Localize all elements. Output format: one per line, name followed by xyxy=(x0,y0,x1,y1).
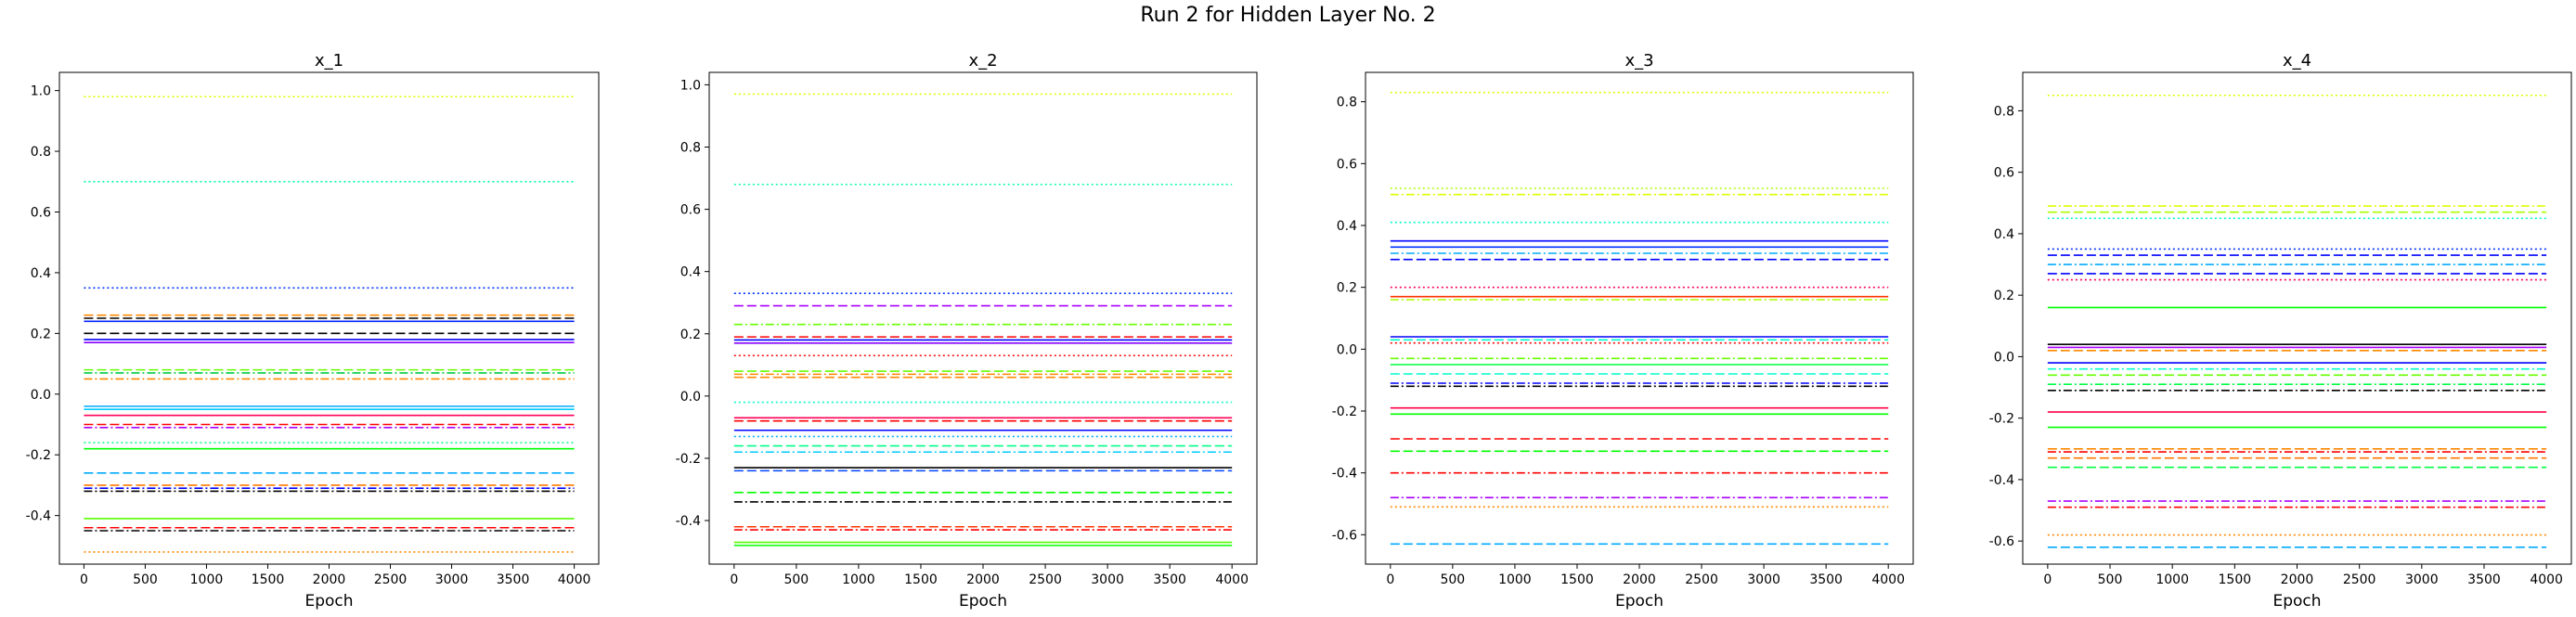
chart-1-xtick-label-2500: 2500 xyxy=(374,572,408,587)
chart-2-ytick-label-0: 0.0 xyxy=(680,390,701,405)
chart-3-ytick-label--0.6: -0.6 xyxy=(1332,528,1357,543)
chart-3-xtick-label-4000: 4000 xyxy=(1871,572,1905,587)
chart-3-ytick-label-0.8: 0.8 xyxy=(1337,96,1357,110)
chart-4-ytick-label-0.8: 0.8 xyxy=(1994,104,2014,119)
chart-1-title: x_1 xyxy=(315,51,343,71)
chart-2-ytick-label--0.2: -0.2 xyxy=(676,452,701,467)
chart-3-xtick-label-500: 500 xyxy=(1440,572,1465,587)
chart-4-ytick-label-0.4: 0.4 xyxy=(1994,227,2014,242)
chart-1-ytick-label-0.6: 0.6 xyxy=(31,205,51,220)
chart-2-ytick-label-0.6: 0.6 xyxy=(680,203,701,218)
chart-3-ytick-label-0.4: 0.4 xyxy=(1337,219,1357,234)
chart-4-ytick-label--0.4: -0.4 xyxy=(1989,473,2014,488)
chart-2-ytick-label-1: 1.0 xyxy=(680,78,701,93)
chart-3-ytick-label--0.4: -0.4 xyxy=(1332,467,1357,482)
chart-1-xtick-label-1500: 1500 xyxy=(252,572,285,587)
chart-3-xtick-label-2500: 2500 xyxy=(1685,572,1718,587)
chart-4-ytick-label--0.6: -0.6 xyxy=(1989,534,2014,549)
chart-4-xtick-label-3500: 3500 xyxy=(2467,572,2501,587)
chart-4-xtick-label-1000: 1000 xyxy=(2155,572,2189,587)
chart-1-xtick-label-2000: 2000 xyxy=(313,572,346,587)
chart-2-xtick-label-1500: 1500 xyxy=(904,572,938,587)
chart-4-xtick-label-500: 500 xyxy=(2098,572,2123,587)
chart-3-xtick-label-0: 0 xyxy=(1386,572,1394,587)
chart-4-xtick-label-2000: 2000 xyxy=(2281,572,2314,587)
chart-1-ytick-label--0.4: -0.4 xyxy=(26,509,51,524)
chart-1-xtick-label-0: 0 xyxy=(80,572,88,587)
chart-1-xtick-label-3000: 3000 xyxy=(435,572,469,587)
chart-4-ytick-label-0.2: 0.2 xyxy=(1994,289,2014,303)
chart-2-xtick-label-2500: 2500 xyxy=(1029,572,1062,587)
chart-4-title: x_4 xyxy=(2283,51,2311,71)
chart-1-xtick-label-1000: 1000 xyxy=(190,572,224,587)
chart-4-xtick-label-2500: 2500 xyxy=(2343,572,2376,587)
chart-2-xtick-label-3000: 3000 xyxy=(1091,572,1124,587)
chart-1-xtick-label-500: 500 xyxy=(133,572,158,587)
chart-3-xtick-label-2000: 2000 xyxy=(1623,572,1656,587)
chart-4-xtick-label-1500: 1500 xyxy=(2219,572,2252,587)
chart-2-ytick-label-0.4: 0.4 xyxy=(680,265,701,280)
chart-1-ytick-label--0.2: -0.2 xyxy=(26,448,51,463)
chart-1-xlabel: Epoch xyxy=(304,592,353,611)
chart-3-ytick-label--0.2: -0.2 xyxy=(1332,405,1357,419)
chart-3-xtick-label-1000: 1000 xyxy=(1498,572,1532,587)
figure-title: Run 2 for Hidden Layer No. 2 xyxy=(1140,4,1436,27)
chart-2-plot-frame xyxy=(708,71,1258,565)
chart-4-xtick-label-4000: 4000 xyxy=(2530,572,2563,587)
chart-3-ytick-label-0.6: 0.6 xyxy=(1337,157,1357,172)
chart-3-xtick-label-3500: 3500 xyxy=(1809,572,1843,587)
chart-4-xlabel: Epoch xyxy=(2272,592,2321,611)
chart-4-ytick-label-0: 0.0 xyxy=(1994,350,2014,365)
chart-2-xtick-label-500: 500 xyxy=(783,572,809,587)
chart-2-ytick-label-0.2: 0.2 xyxy=(680,328,701,342)
chart-3-xtick-label-1500: 1500 xyxy=(1560,572,1594,587)
chart-1-ytick-label-1: 1.0 xyxy=(31,84,51,99)
chart-3-ytick-label-0.2: 0.2 xyxy=(1337,281,1357,296)
chart-3-plot-frame xyxy=(1365,71,1914,565)
chart-3-xtick-label-3000: 3000 xyxy=(1747,572,1780,587)
chart-1-ytick-label-0.8: 0.8 xyxy=(31,145,51,160)
chart-2-ytick-label--0.4: -0.4 xyxy=(676,514,701,529)
chart-2-xtick-label-0: 0 xyxy=(730,572,738,587)
chart-2-xlabel: Epoch xyxy=(959,592,1007,611)
chart-2-xtick-label-4000: 4000 xyxy=(1215,572,1249,587)
chart-1-ytick-label-0: 0.0 xyxy=(31,388,51,403)
chart-3-title: x_3 xyxy=(1625,51,1653,71)
chart-1-ytick-label-0.4: 0.4 xyxy=(31,266,51,281)
chart-4-plot-frame xyxy=(2022,71,2572,565)
chart-1-ytick-label-0.2: 0.2 xyxy=(31,327,51,341)
chart-3-ytick-label-0: 0.0 xyxy=(1337,342,1357,357)
chart-4-xtick-label-0: 0 xyxy=(2043,572,2052,587)
chart-4-ytick-label-0.6: 0.6 xyxy=(1994,166,2014,181)
chart-2-xtick-label-2000: 2000 xyxy=(966,572,1000,587)
chart-2-title: x_2 xyxy=(968,51,997,71)
chart-1-xtick-label-4000: 4000 xyxy=(558,572,591,587)
chart-4-xtick-label-3000: 3000 xyxy=(2405,572,2439,587)
chart-1-xtick-label-3500: 3500 xyxy=(497,572,530,587)
chart-2-ytick-label-0.8: 0.8 xyxy=(680,141,701,156)
chart-4-ytick-label--0.2: -0.2 xyxy=(1989,412,2014,427)
chart-3-xlabel: Epoch xyxy=(1615,592,1663,611)
chart-2-xtick-label-3500: 3500 xyxy=(1153,572,1186,587)
chart-2-xtick-label-1000: 1000 xyxy=(842,572,875,587)
